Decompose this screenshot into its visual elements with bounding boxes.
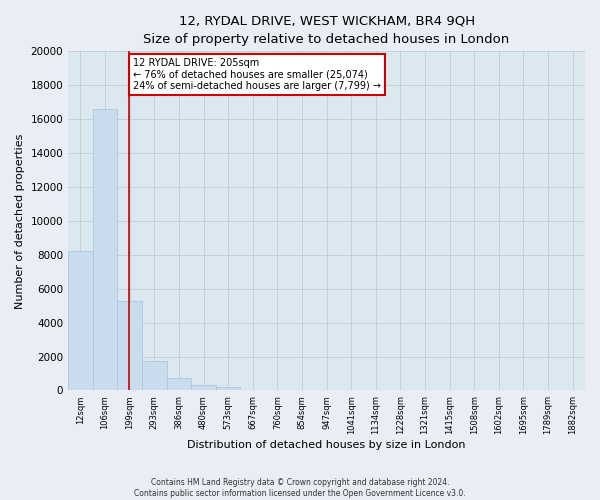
Bar (191, 386, 216, 390)
Bar (68, 252, 93, 390)
Bar (142, 361, 167, 390)
Text: 12 RYDAL DRIVE: 205sqm
← 76% of detached houses are smaller (25,074)
24% of semi: 12 RYDAL DRIVE: 205sqm ← 76% of detached… (133, 58, 380, 92)
X-axis label: Distribution of detached houses by size in London: Distribution of detached houses by size … (187, 440, 466, 450)
Bar (167, 378, 191, 390)
Bar (93, 109, 118, 390)
Title: 12, RYDAL DRIVE, WEST WICKHAM, BR4 9QH
Size of property relative to detached hou: 12, RYDAL DRIVE, WEST WICKHAM, BR4 9QH S… (143, 15, 510, 46)
Text: Contains HM Land Registry data © Crown copyright and database right 2024.
Contai: Contains HM Land Registry data © Crown c… (134, 478, 466, 498)
Bar (216, 387, 241, 390)
Y-axis label: Number of detached properties: Number of detached properties (15, 133, 25, 308)
Bar (118, 300, 142, 390)
